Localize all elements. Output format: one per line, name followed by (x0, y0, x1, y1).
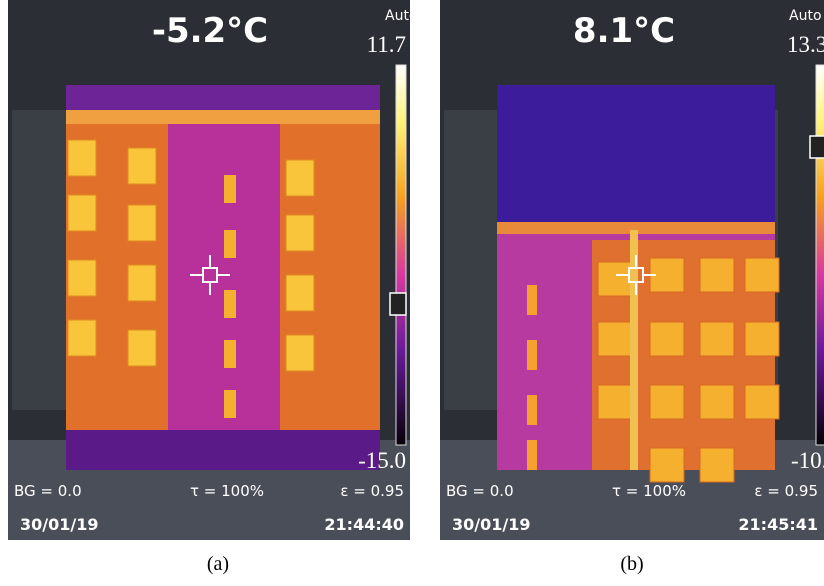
window (700, 258, 734, 292)
stair-window (527, 340, 537, 370)
window (68, 195, 96, 231)
window (128, 205, 156, 241)
background-temp: BG = 0.0 (446, 482, 514, 500)
stair-window (527, 440, 537, 470)
window (286, 335, 314, 371)
window (128, 148, 156, 184)
color-bar (396, 65, 406, 445)
window (700, 322, 734, 356)
thermal-panel: -5.2°C Auto 11.7 -15.0 BG = 0.0 τ = 100% ε = 0… (8, 0, 418, 540)
measured-temperature: 8.1°C (573, 11, 675, 51)
window (68, 140, 96, 176)
transmission: τ = 100% (190, 482, 264, 500)
stair-window (527, 285, 537, 315)
window (68, 320, 96, 356)
window (286, 160, 314, 196)
color-bar (816, 65, 824, 445)
stair-window (224, 230, 236, 258)
time: 21:45:41 (738, 515, 818, 534)
color-bar-marker (390, 293, 406, 315)
figure: -5.2°C Auto 11.7 -15.0 BG = 0.0 τ = 100% ε = 0… (0, 0, 824, 586)
stair-window (224, 175, 236, 203)
transmission: τ = 100% (612, 482, 686, 500)
stair-window (527, 395, 537, 425)
window (650, 448, 684, 482)
window (745, 258, 779, 292)
window (700, 448, 734, 482)
window (286, 275, 314, 311)
roof-edge (66, 110, 380, 124)
window (68, 260, 96, 296)
window (598, 262, 632, 296)
date: 30/01/19 (20, 515, 98, 534)
date: 30/01/19 (452, 515, 530, 534)
stair-window (224, 340, 236, 368)
caption: (b) (620, 553, 643, 575)
measured-temperature: -5.2°C (152, 11, 268, 51)
scale-min: -10.5 (791, 448, 824, 473)
window (650, 322, 684, 356)
window (745, 385, 779, 419)
thermal-panel: 8.1°C Auto 13.3 -10.5 BG = 0.0 τ = 100% ε = 0.… (440, 0, 824, 540)
window (598, 322, 632, 356)
stair-window (224, 290, 236, 318)
stair-window (224, 390, 236, 418)
scale-mode: Auto (789, 8, 822, 24)
window (745, 322, 779, 356)
scale-max: 13.3 (787, 32, 824, 57)
scale-mode: Auto (385, 8, 418, 24)
window (128, 265, 156, 301)
emissivity: ε = 0.95 (340, 482, 404, 500)
time: 21:44:40 (324, 515, 404, 534)
background-temp: BG = 0.0 (14, 482, 82, 500)
window (128, 330, 156, 366)
caption: (a) (207, 553, 229, 575)
pillar (168, 124, 280, 434)
window (598, 385, 632, 419)
color-bar-marker (810, 136, 824, 158)
emissivity: ε = 0.95 (754, 482, 818, 500)
window (286, 215, 314, 251)
window (650, 385, 684, 419)
scale-min: -15.0 (358, 448, 406, 473)
ground (66, 430, 380, 470)
window (700, 385, 734, 419)
scale-max: 11.7 (367, 32, 406, 57)
